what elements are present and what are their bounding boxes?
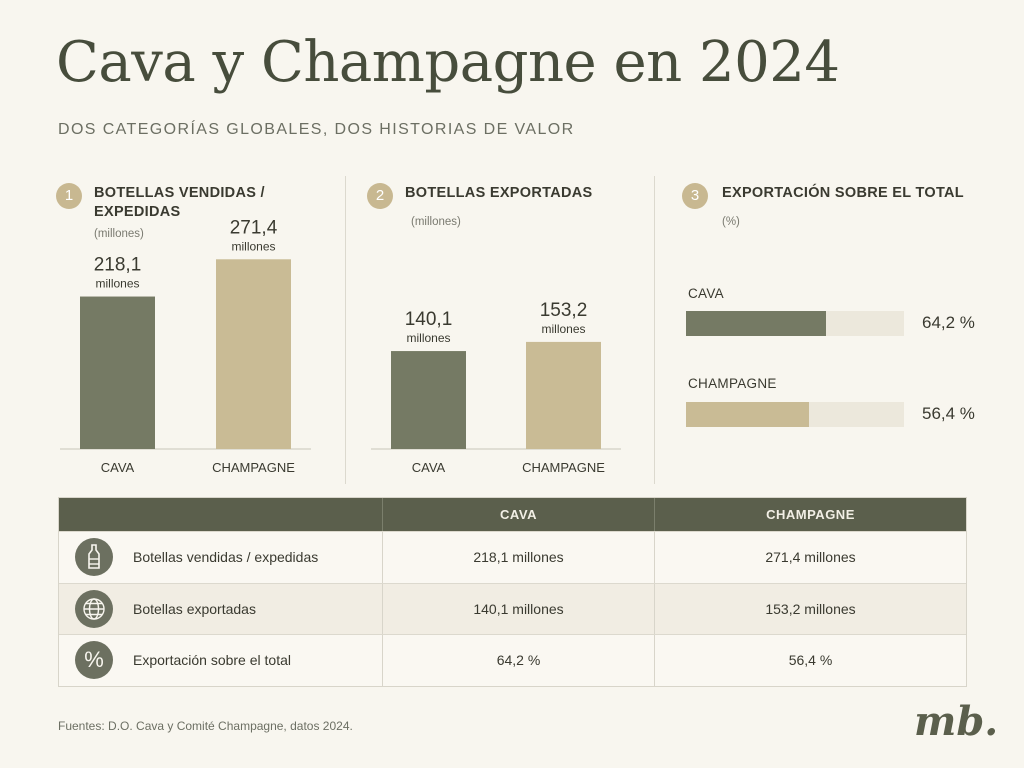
globe-icon <box>75 589 113 628</box>
cell-cava: 140,1 millones <box>382 583 654 634</box>
panel-unit: (millones) <box>94 228 144 240</box>
row-label: Botellas exportadas <box>133 600 256 617</box>
page-title: Cava y Champagne en 2024 <box>56 30 840 95</box>
bottle-icon <box>75 538 113 577</box>
panel-unit: (%) <box>722 216 740 228</box>
table-row: Botellas vendidas / expedidas 218,1 mill… <box>59 531 966 583</box>
panel-number: 1 <box>56 183 82 209</box>
bar-value-label: 218,1 <box>94 255 142 276</box>
panel-unit: (millones) <box>411 216 461 228</box>
panel-title: BOTELLAS VENDIDAS / EXPEDIDAS <box>94 185 265 220</box>
bar-cava <box>80 296 155 449</box>
row-label: Botellas vendidas / expedidas <box>133 549 319 566</box>
bar-value-unit: millones <box>541 322 585 336</box>
percent-icon: % <box>75 641 113 680</box>
table-header-champagne: CHAMPAGNE <box>654 498 966 531</box>
bar-value-cava: 64,2 % <box>922 313 975 332</box>
bar-value-unit: millones <box>95 277 139 291</box>
category-label: CAVA <box>101 460 135 475</box>
cell-champagne: 271,4 millones <box>654 532 966 583</box>
bar-value-champagne: 56,4 % <box>922 404 975 423</box>
table-row: Botellas exportadas 140,1 millones 153,2… <box>59 582 966 634</box>
cell-champagne: 153,2 millones <box>654 583 966 634</box>
bar-label-champagne: CHAMPAGNE <box>688 376 777 391</box>
table-row: % Exportación sobre el total 64,2 % 56,4… <box>59 634 966 686</box>
bar-track-champagne <box>686 402 904 427</box>
row-label: Exportación sobre el total <box>133 652 291 669</box>
table-header: CAVA CHAMPAGNE <box>59 498 966 531</box>
bar-value-label: 140,1 <box>405 309 453 330</box>
category-label: CAVA <box>412 460 446 475</box>
bar-fill-champagne <box>686 402 809 427</box>
table-header-cell <box>59 498 382 531</box>
bar-cava <box>391 351 466 449</box>
bar-champagne <box>526 341 601 449</box>
panel-number: 3 <box>682 183 708 209</box>
bar-value-unit: millones <box>406 331 450 345</box>
bar-track-cava <box>686 311 904 336</box>
comparison-table: CAVA CHAMPAGNE Botellas vendidas / exped… <box>58 497 967 687</box>
category-label: CHAMPAGNE <box>522 460 605 475</box>
chart-panel-sold: 1 BOTELLAS VENDIDAS / EXPEDIDAS (millone… <box>56 176 346 486</box>
cell-cava: 64,2 % <box>382 635 654 686</box>
bar-value-unit: millones <box>231 239 275 253</box>
panel-title: BOTELLAS EXPORTADAS <box>405 185 593 201</box>
cell-champagne: 56,4 % <box>654 635 966 686</box>
bar-label-cava: CAVA <box>688 286 724 301</box>
category-label: CHAMPAGNE <box>212 460 295 475</box>
panel-number: 2 <box>367 183 393 209</box>
panel-title: EXPORTACIÓN SOBRE EL TOTAL <box>722 185 964 201</box>
chart-panel-exported: 2 BOTELLAS EXPORTADAS (millones) 140,1 mi… <box>367 176 654 486</box>
bar-fill-cava <box>686 311 826 336</box>
panel-divider <box>345 176 346 484</box>
cell-cava: 218,1 millones <box>382 532 654 583</box>
page-subtitle: DOS CATEGORÍAS GLOBALES, DOS HISTORIAS D… <box>58 121 575 138</box>
table-header-cava: CAVA <box>382 498 654 531</box>
brand-logo: mb. <box>914 698 999 745</box>
source-note: Fuentes: D.O. Cava y Comité Champagne, d… <box>58 719 353 733</box>
chart-panel-export-share: 3 EXPORTACIÓN SOBRE EL TOTAL (%) CAVA 64… <box>678 176 998 486</box>
bar-value-label: 271,4 <box>230 217 278 238</box>
bar-value-label: 153,2 <box>540 300 588 321</box>
bar-champagne <box>216 259 291 449</box>
panel-divider <box>654 176 655 484</box>
